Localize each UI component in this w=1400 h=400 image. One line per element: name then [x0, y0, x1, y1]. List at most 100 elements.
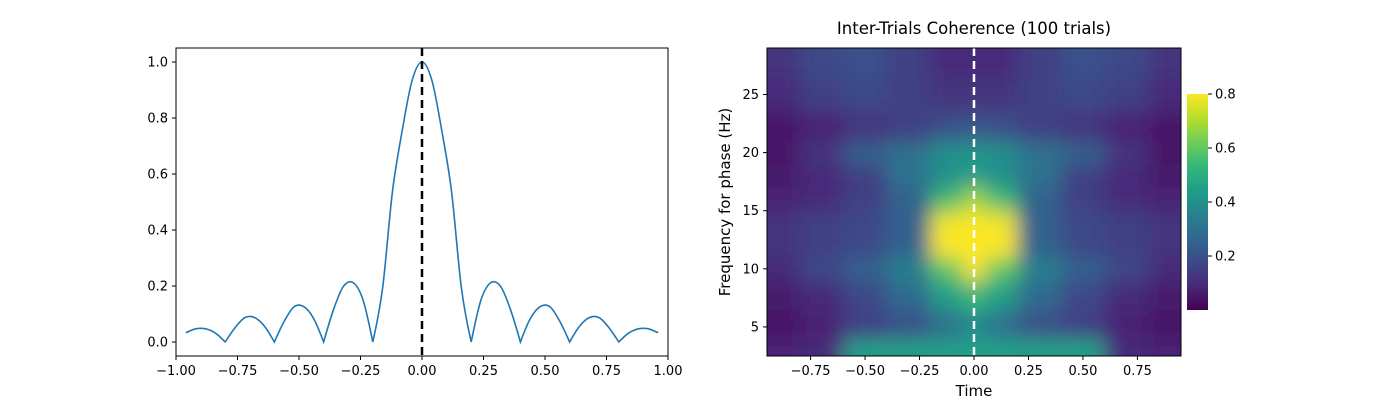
heatmap-cell	[767, 111, 801, 142]
heatmap-cell	[843, 257, 888, 281]
heatmap-cell	[767, 338, 801, 356]
heatmap-y-tick-label: 10	[742, 262, 759, 277]
heatmap-cell	[799, 140, 844, 165]
heatmap-cell	[984, 257, 1019, 281]
line-plot: −1.00 −0.75 −0.50 −0.25 0.00 0.25 0.50 0.75 1.00…	[147, 47, 682, 379]
line-plot-x-ticks: −1.00 −0.75 −0.50 −0.25 0.00 0.25 0.50 0.75 1.00	[156, 356, 682, 379]
heatmap-cell	[1017, 77, 1062, 113]
heatmap-cell	[1061, 233, 1106, 258]
line-plot-y-ticks: 0.0 0.2 0.4 0.6 0.8 1.0	[147, 56, 176, 351]
line-plot-y-tick-label: 0.0	[147, 336, 168, 351]
heatmap-cell	[930, 187, 964, 212]
heatmap-x-label: Time	[955, 382, 993, 400]
line-plot-frame	[175, 47, 669, 357]
heatmap-x-tick-label: 0.00	[960, 364, 989, 379]
heatmap-cell	[1148, 140, 1181, 165]
heatmap-cell	[843, 77, 888, 113]
heatmap-cell	[886, 233, 931, 258]
colorbar: 0.2 0.4 0.6 0.8	[1187, 88, 1236, 310]
heatmap-cell	[1017, 280, 1062, 311]
heatmap-cell	[843, 233, 888, 258]
heatmap-cell	[1104, 187, 1149, 212]
heatmap-cell	[886, 140, 931, 165]
heatmap-title: Inter-Trials Coherence (100 trials)	[837, 19, 1111, 38]
heatmap-cell	[1104, 233, 1149, 258]
heatmap-cell	[843, 280, 888, 311]
colorbar-ticks: 0.2 0.4 0.6 0.8	[1208, 88, 1236, 265]
heatmap-cell	[767, 77, 801, 113]
heatmap-cell	[984, 280, 1019, 311]
line-plot-x-tick-label: 0.50	[531, 364, 560, 379]
line-plot-y-tick-label: 1.0	[147, 56, 168, 71]
heatmap-y-ticks: 5 10 15 20 25	[742, 88, 767, 335]
heatmap-cell	[1061, 210, 1106, 235]
heatmap-cell	[984, 164, 1019, 188]
heatmap-cell	[930, 111, 964, 142]
heatmap-cell	[930, 280, 964, 311]
heatmap-x-tick-label: 0.50	[1068, 364, 1097, 379]
heatmap-y-tick-label: 25	[742, 88, 759, 103]
heatmap-cell	[886, 309, 931, 340]
heatmap-cell	[886, 77, 931, 113]
heatmap-cell	[1061, 257, 1106, 281]
heatmap-cell	[843, 164, 888, 188]
heatmap-cell	[799, 233, 844, 258]
line-plot-y-tick-label: 0.2	[147, 280, 168, 295]
heatmap-cell	[984, 187, 1019, 212]
heatmap-cell	[1061, 140, 1106, 165]
heatmap-x-ticks: −0.75 −0.50 −0.25 0.00 0.25 0.50 0.75	[791, 356, 1152, 379]
heatmap-cell	[1104, 309, 1149, 340]
heatmap-cell	[886, 111, 931, 142]
heatmap-cell	[799, 210, 844, 235]
heatmap-cell	[1104, 338, 1149, 356]
heatmap-cell	[1104, 280, 1149, 311]
heatmap-cell	[767, 187, 801, 212]
heatmap-cell	[799, 280, 844, 311]
heatmap-cell	[930, 338, 964, 356]
heatmap-cell	[1017, 48, 1062, 78]
heatmap-cell	[767, 257, 801, 281]
heatmap-cell	[930, 210, 964, 235]
heatmap-cell	[1017, 140, 1062, 165]
heatmap-cell	[1017, 233, 1062, 258]
heatmap-cell	[1061, 309, 1106, 340]
heatmap-cell	[984, 338, 1019, 356]
heatmap-cell	[886, 257, 931, 281]
heatmap-cell	[1148, 48, 1181, 78]
line-plot-x-tick-label: −0.75	[218, 364, 258, 379]
heatmap-cell	[984, 48, 1019, 78]
heatmap-cell	[930, 309, 964, 340]
heatmap-cell	[1017, 111, 1062, 142]
line-plot-x-tick-label: 0.00	[408, 364, 437, 379]
heatmap-x-tick-label: −0.50	[845, 364, 885, 379]
heatmap-cell	[767, 140, 801, 165]
heatmap-cells	[767, 48, 1181, 356]
heatmap-cell	[984, 210, 1019, 235]
heatmap-cell	[1148, 280, 1181, 311]
heatmap-cell	[799, 48, 844, 78]
heatmap-cell	[767, 309, 801, 340]
heatmap-cell	[1148, 309, 1181, 340]
heatmap-cell	[1061, 164, 1106, 188]
heatmap-cell	[963, 187, 986, 212]
heatmap-cell	[1061, 111, 1106, 142]
heatmap-cell	[930, 257, 964, 281]
line-plot-x-tick-label: 1.00	[654, 364, 683, 379]
heatmap-cell	[930, 77, 964, 113]
heatmap-plot: Inter-Trials Coherence (100 trials) −0.7…	[716, 19, 1236, 400]
heatmap-y-label: Frequency for phase (Hz)	[716, 108, 734, 297]
line-plot-x-tick-label: −1.00	[156, 364, 196, 379]
heatmap-cell	[767, 210, 801, 235]
heatmap-cell	[886, 164, 931, 188]
heatmap-cell	[1104, 257, 1149, 281]
colorbar-gradient	[1187, 94, 1208, 310]
heatmap-cell	[886, 280, 931, 311]
heatmap-y-tick-label: 20	[742, 146, 759, 161]
heatmap-cell	[984, 140, 1019, 165]
heatmap-cell	[843, 210, 888, 235]
heatmap-cell	[1061, 77, 1106, 113]
heatmap-cell	[843, 187, 888, 212]
heatmap-cell	[1148, 77, 1181, 113]
heatmap-cell	[1148, 233, 1181, 258]
